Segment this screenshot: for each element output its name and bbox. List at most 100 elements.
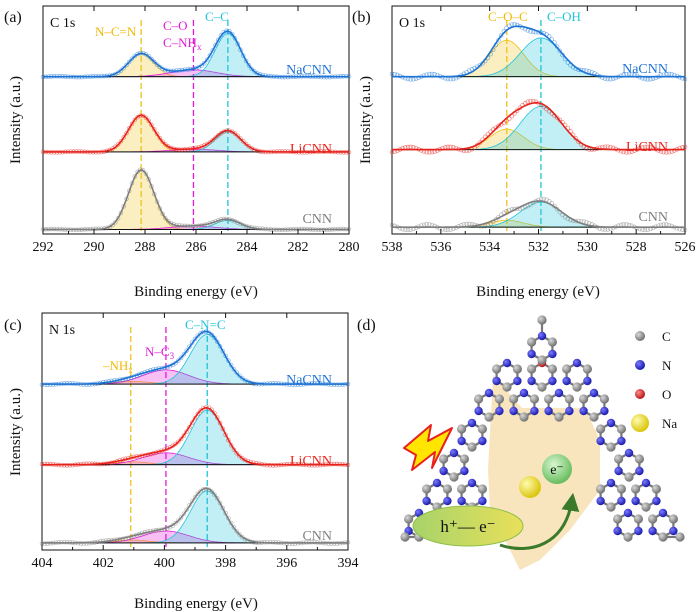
data-point-nacnn [327,74,332,80]
data-point-licnn [181,433,187,438]
data-point-licnn [153,450,159,455]
data-point-cnn [148,528,153,534]
data-point-licnn [259,462,265,467]
atom-c [651,484,662,494]
data-point-cnn [101,226,107,231]
atom-n [658,508,668,518]
data-point-nacnn [193,66,199,71]
atom-n [652,496,661,506]
data-point-licnn [217,420,223,426]
data-point-nacnn [138,50,143,56]
data-point-nacnn [427,71,432,77]
data-point-cnn [176,518,181,523]
data-point-licnn [243,141,249,147]
data-point-nacnn [525,28,531,33]
data-point-licnn [45,461,50,467]
data-point-licnn [54,150,60,155]
data-point-cnn [224,216,229,222]
data-point-licnn [648,145,653,150]
data-point-nacnn [64,381,70,386]
data-point-licnn [101,149,107,154]
data-point-cnn [260,226,266,232]
data-point-cnn [304,540,309,545]
data-point-licnn [285,149,291,154]
data-point-nacnn [184,348,189,353]
data-point-nacnn [429,71,435,77]
data-point-cnn [257,226,263,231]
data-point-nacnn [112,378,117,383]
atom-c [633,514,644,524]
data-point-licnn [634,147,640,152]
data-point-licnn [223,432,228,437]
data-point-licnn [565,125,571,131]
atom-c [564,394,575,404]
data-point-nacnn [629,71,634,77]
data-point-nacnn [45,382,50,388]
data-point-cnn [313,227,318,232]
data-point-licnn [451,145,456,150]
data-point-licnn [605,144,611,149]
atom-c [502,382,512,392]
data-point-licnn [290,461,295,467]
data-point-nacnn [298,382,303,387]
data-point-licnn [267,463,273,468]
data-point-nacnn [50,382,56,387]
data-point-licnn [288,149,293,155]
data-point-nacnn [85,74,90,79]
data-point-licnn [573,136,579,141]
atom-c [623,532,633,542]
data-point-licnn [608,144,613,150]
data-point-cnn [42,541,48,546]
data-point-cnn [227,217,232,222]
data-point-nacnn [265,381,270,386]
data-point-nacnn [573,66,579,71]
data-point-cnn [93,226,99,232]
data-point-licnn [199,144,204,149]
data-point-cnn [146,177,151,182]
data-point-nacnn [321,74,327,80]
atom-c [508,394,519,404]
data-point-cnn [276,540,281,545]
data-point-licnn [53,462,59,467]
data-point-nacnn [56,381,61,387]
data-point-cnn [674,225,680,231]
data-point-licnn [600,144,605,150]
data-point-licnn [568,129,573,134]
data-point-licnn [459,147,464,153]
data-point-licnn [268,149,274,155]
panel-c-title: N 1s [49,323,75,338]
atom-n [544,406,553,416]
data-point-nacnn [306,381,312,387]
data-point-cnn [408,227,413,232]
data-point-nacnn [95,381,100,386]
data-point-licnn [560,120,565,125]
data-point-nacnn [118,68,124,73]
data-point-nacnn [271,74,277,79]
data-point-licnn [228,443,234,448]
data-point-licnn [142,453,148,458]
data-point-cnn [429,222,435,228]
data-point-cnn [504,208,509,214]
x-tick-label: 398 [215,556,236,571]
data-point-nacnn [40,74,46,80]
data-point-nacnn [645,77,650,82]
data-point-licnn [189,420,195,425]
data-point-cnn [245,538,251,543]
data-point-licnn [429,149,435,155]
data-point-cnn [51,226,57,232]
data-point-cnn [153,528,159,533]
data-point-cnn [184,507,189,512]
data-point-nacnn [99,73,104,79]
data-point-nacnn [584,68,589,73]
data-point-cnn [538,196,544,202]
data-point-nacnn [263,73,268,78]
data-point-licnn [177,147,182,152]
data-point-licnn [298,462,303,467]
data-point-nacnn [126,59,132,65]
data-point-nacnn [554,44,560,49]
data-point-licnn [400,146,405,151]
data-point-cnn [642,227,648,233]
data-point-nacnn [178,355,184,361]
data-point-nacnn [288,74,293,80]
data-point-nacnn [129,56,135,61]
